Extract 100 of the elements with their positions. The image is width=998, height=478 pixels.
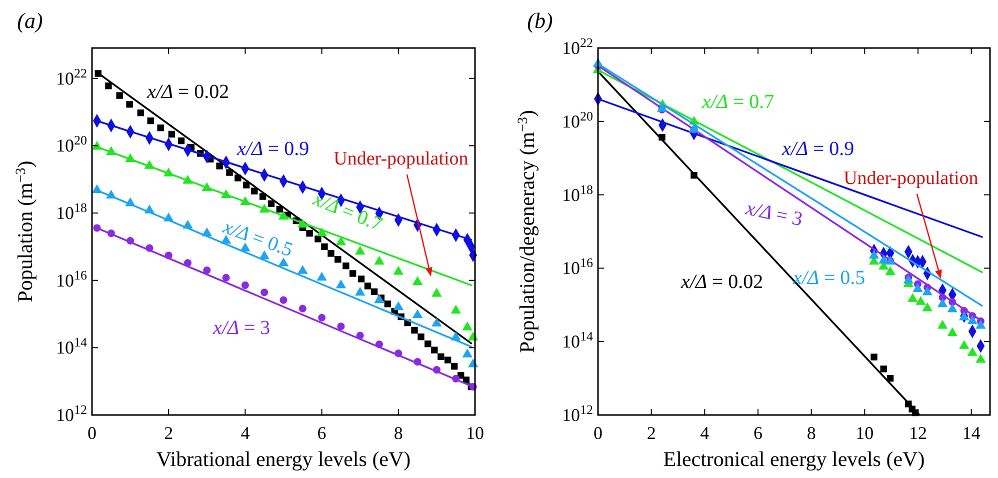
point bbox=[316, 227, 327, 236]
point bbox=[948, 298, 956, 306]
point bbox=[336, 279, 346, 288]
point bbox=[278, 210, 289, 220]
chart-title: (a) bbox=[17, 8, 43, 33]
point bbox=[916, 296, 926, 305]
point bbox=[92, 184, 102, 194]
point bbox=[452, 374, 460, 382]
point bbox=[216, 162, 223, 170]
x-axis-title: Vibrational energy levels (eV) bbox=[156, 447, 411, 471]
point bbox=[976, 354, 986, 363]
point bbox=[356, 332, 364, 340]
point bbox=[880, 366, 887, 372]
point bbox=[656, 102, 668, 112]
point bbox=[393, 301, 404, 310]
point bbox=[336, 236, 346, 246]
point bbox=[178, 137, 185, 144]
point bbox=[432, 366, 440, 374]
point bbox=[912, 283, 923, 292]
point bbox=[316, 272, 327, 281]
point bbox=[355, 246, 366, 255]
point bbox=[164, 252, 172, 260]
point bbox=[306, 230, 313, 237]
text: x/Δ = 3 bbox=[742, 197, 804, 231]
point bbox=[298, 218, 308, 228]
point bbox=[370, 288, 378, 296]
point bbox=[220, 189, 232, 198]
point bbox=[450, 332, 461, 340]
point bbox=[342, 262, 350, 270]
y-tick-label: 10$^{18}$ bbox=[56, 200, 87, 224]
point bbox=[418, 333, 424, 340]
point bbox=[414, 358, 422, 366]
point bbox=[375, 340, 384, 348]
y-tick-label: 10$^{22}$ bbox=[562, 34, 593, 58]
point bbox=[886, 374, 894, 382]
point bbox=[203, 266, 211, 274]
point bbox=[384, 300, 392, 308]
x-tick-label: 4 bbox=[240, 423, 250, 443]
series-label: x/Δ = 0.5 bbox=[792, 267, 866, 289]
point bbox=[394, 350, 402, 358]
point bbox=[922, 286, 932, 296]
point bbox=[393, 266, 404, 275]
x-tick-label: 12 bbox=[909, 423, 927, 443]
x-tick-label: 4 bbox=[700, 423, 710, 443]
point bbox=[937, 298, 948, 308]
x-tick-label: 6 bbox=[754, 423, 762, 443]
point bbox=[959, 340, 970, 349]
point bbox=[107, 230, 115, 238]
point bbox=[947, 327, 958, 336]
x-tick-label: 10 bbox=[466, 423, 484, 443]
point bbox=[164, 212, 174, 222]
point bbox=[349, 270, 356, 277]
point bbox=[144, 204, 155, 214]
point bbox=[374, 294, 384, 303]
point bbox=[959, 311, 970, 320]
point bbox=[202, 227, 212, 236]
point bbox=[105, 82, 112, 90]
series-label: x/Δ = 0.9 bbox=[236, 138, 310, 160]
chart-title: (b) bbox=[527, 8, 553, 33]
point bbox=[251, 188, 258, 194]
point bbox=[424, 340, 432, 348]
point bbox=[226, 169, 233, 176]
point bbox=[411, 326, 418, 334]
point bbox=[462, 322, 472, 330]
point bbox=[432, 288, 442, 297]
point bbox=[922, 302, 932, 312]
point bbox=[259, 204, 270, 213]
point bbox=[106, 146, 116, 155]
point bbox=[450, 362, 458, 370]
point bbox=[868, 250, 880, 259]
series-label: x/Δ = 3 bbox=[212, 317, 270, 339]
x-tick-label: 8 bbox=[806, 423, 816, 443]
point bbox=[298, 265, 308, 274]
point bbox=[157, 124, 164, 132]
point bbox=[355, 286, 366, 296]
point bbox=[328, 250, 334, 257]
point bbox=[106, 190, 116, 199]
point bbox=[412, 276, 423, 286]
text: x/Δ = 0.7 bbox=[309, 188, 386, 236]
point bbox=[314, 236, 322, 242]
point bbox=[438, 353, 444, 360]
y-tick-label: 10$^{20}$ bbox=[562, 108, 593, 132]
x-tick-label: 2 bbox=[164, 423, 174, 443]
point bbox=[358, 276, 365, 282]
point bbox=[202, 182, 212, 192]
point bbox=[462, 348, 472, 358]
point bbox=[450, 304, 461, 314]
annotation: Under-population bbox=[334, 148, 469, 170]
series-label: x/Δ = 0.02 bbox=[146, 81, 230, 103]
point bbox=[126, 236, 134, 245]
point bbox=[240, 242, 250, 252]
point bbox=[234, 174, 242, 182]
y-tick-label: 10$^{14}$ bbox=[562, 328, 594, 352]
point bbox=[908, 293, 918, 302]
point bbox=[432, 318, 442, 327]
annotation: Under-population bbox=[844, 168, 979, 189]
point bbox=[444, 356, 452, 364]
text: x/Δ = 0.02 bbox=[680, 271, 764, 293]
y-tick-label: 10$^{16}$ bbox=[56, 266, 88, 290]
point bbox=[690, 172, 698, 179]
